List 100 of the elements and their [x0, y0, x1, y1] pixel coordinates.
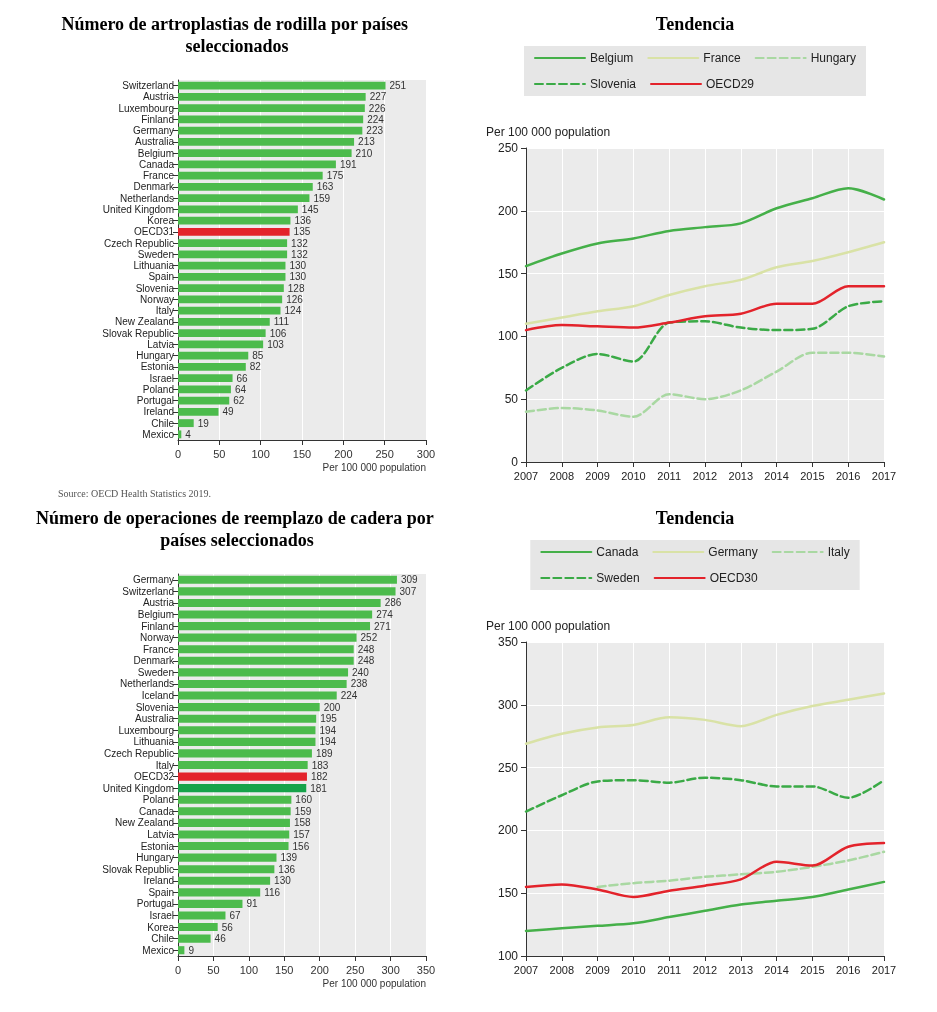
legend-label: Italy: [827, 545, 850, 559]
x-tick-label: 100: [239, 963, 259, 976]
y-tick-label: Sweden: [137, 248, 174, 260]
y-tick-label: Luxembourg: [118, 724, 174, 736]
data-label: 66: [236, 372, 249, 384]
data-label: 130: [289, 271, 307, 283]
legend-label: Canada: [596, 545, 639, 559]
y-tick-label: Slovenia: [135, 282, 175, 294]
y-tick-label: France: [142, 643, 175, 655]
bar: [178, 351, 249, 360]
bar: [178, 633, 357, 642]
y-tick-label: Lithuania: [133, 260, 175, 272]
bar: [178, 772, 307, 781]
y-tick-label: Norway: [140, 293, 174, 305]
data-label: 67: [229, 909, 242, 921]
bar: [178, 250, 288, 259]
y-tick-label: OECD31: [133, 226, 175, 238]
bar: [178, 216, 291, 225]
bar: [178, 126, 363, 135]
bar: [178, 227, 290, 236]
data-label: 130: [289, 260, 307, 272]
data-label: 286: [384, 597, 402, 609]
x-tick-label: 2010: [621, 469, 646, 482]
data-label: 126: [286, 293, 304, 305]
legend-label: Sweden: [596, 571, 640, 585]
data-label: 226: [368, 102, 386, 114]
y-tick-label: Australia: [135, 713, 175, 725]
bar: [178, 853, 277, 862]
data-label: 124: [284, 305, 302, 317]
bar: [178, 81, 386, 90]
y-tick-label: 50: [504, 392, 519, 407]
data-label: 251: [389, 80, 407, 92]
x-tick-label: 2016: [835, 963, 861, 976]
x-tick-label: 250: [345, 963, 365, 976]
x-tick-label: 2015: [800, 963, 825, 976]
data-label: 240: [352, 666, 370, 678]
y-tick-label: Estonia: [140, 361, 175, 373]
x-tick-label: 2008: [549, 469, 575, 482]
y-tick-label: Czech Republic: [103, 747, 174, 759]
y-tick-label: United Kingdom: [102, 203, 174, 215]
y-tick-label: Australia: [135, 136, 175, 148]
data-label: 19: [197, 417, 210, 429]
y-tick-label: Denmark: [133, 655, 175, 667]
legend-label: Slovenia: [589, 77, 637, 91]
data-label: 130: [274, 875, 292, 887]
data-label: 213: [358, 136, 376, 148]
y-tick-label: Spain: [148, 271, 174, 283]
y-tick-label: Chile: [151, 417, 175, 429]
source-note: Source: OECD Health Statistics 2019.: [58, 487, 212, 499]
bar: [178, 419, 194, 428]
x-tick-label: 2013: [728, 469, 754, 482]
bar: [178, 160, 336, 169]
bar: [178, 899, 243, 908]
y-tick-label: Slovenia: [135, 701, 175, 713]
data-label: 248: [357, 643, 375, 655]
line-series: [524, 284, 886, 332]
x-tick-label: 2007: [513, 963, 539, 976]
y-axis-title: Per 100 000 population: [486, 125, 611, 139]
y-tick-label: Chile: [151, 933, 175, 945]
data-label: 56: [221, 921, 234, 933]
y-tick-label: Belgium: [137, 147, 174, 159]
y-tick-label: Portugal: [136, 395, 174, 407]
y-tick-label: United Kingdom: [102, 782, 174, 794]
bar: [178, 946, 185, 955]
x-tick-label: 2015: [800, 469, 825, 482]
y-tick-label: Hungary: [136, 350, 174, 362]
data-label: 181: [310, 782, 328, 794]
y-tick-label: Canada: [138, 805, 175, 817]
chart-title: Número de operaciones de reemplazo de cadera por países seleccionados: [36, 508, 438, 550]
legend-label: OECD29: [706, 77, 755, 91]
x-tick-label: 300: [416, 447, 436, 460]
y-tick-label: Poland: [142, 794, 174, 806]
bar: [178, 668, 349, 677]
line-series: [524, 841, 886, 899]
data-label: 307: [399, 585, 417, 597]
data-label: 238: [350, 678, 368, 690]
x-tick-label: 2012: [692, 469, 718, 482]
x-tick-label: 2014: [764, 963, 789, 976]
data-label: 62: [233, 395, 245, 407]
data-label: 309: [400, 574, 419, 586]
bar: [178, 679, 347, 689]
line-series: [524, 186, 886, 268]
bar: [178, 171, 323, 180]
y-tick-label: Latvia: [147, 828, 175, 840]
x-tick-label: 150: [275, 963, 294, 976]
bar: [178, 239, 288, 248]
bar: [178, 407, 219, 416]
x-tick-label: 200: [334, 447, 353, 460]
data-label: 158: [293, 817, 312, 829]
data-label: 136: [278, 863, 296, 875]
bar: [178, 149, 352, 158]
bar: [178, 362, 246, 371]
y-tick-label: Ireland: [143, 875, 174, 887]
bar: [178, 182, 313, 191]
data-label: 274: [376, 609, 394, 621]
legend-label: France: [703, 51, 741, 65]
y-tick-label: Austria: [142, 91, 175, 103]
data-label: 159: [294, 805, 312, 817]
bar: [178, 645, 354, 654]
bar: [178, 888, 261, 897]
